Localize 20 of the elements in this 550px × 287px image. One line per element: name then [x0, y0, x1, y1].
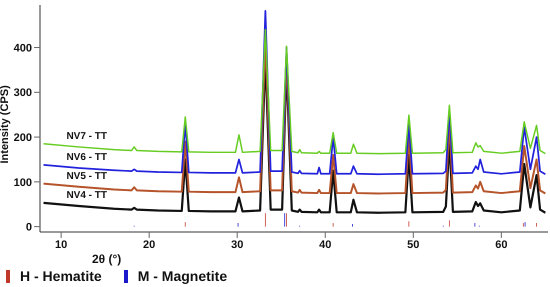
y-tick-label: 300	[14, 87, 32, 100]
x-tick-label: 40	[319, 238, 332, 251]
series-label: NV4 - TT	[66, 190, 108, 202]
y-axis-title: Intensity (CPS)	[0, 84, 11, 164]
x-tick-label: 60	[495, 238, 508, 251]
legend-label: H - Hematite	[20, 268, 102, 284]
y-tick-label: 100	[14, 176, 32, 189]
x-tick-label: 50	[407, 238, 420, 251]
series-label: NV5 - TT	[66, 170, 108, 182]
series-label: NV7 - TT	[66, 130, 108, 142]
line-series	[42, 28, 546, 154]
x-axis-title: 2θ (°)	[92, 252, 122, 266]
x-tick-label: 30	[231, 238, 244, 251]
series-label: NV6 - TT	[66, 152, 108, 163]
x-tick-label: 10	[55, 238, 68, 251]
y-tick-label: 400	[14, 42, 32, 54]
y-tick-label: 200	[14, 132, 32, 144]
y-tick-label: 0	[26, 222, 32, 234]
x-tick-label: 20	[143, 238, 156, 251]
legend-label: M - Magnetite	[138, 268, 228, 284]
